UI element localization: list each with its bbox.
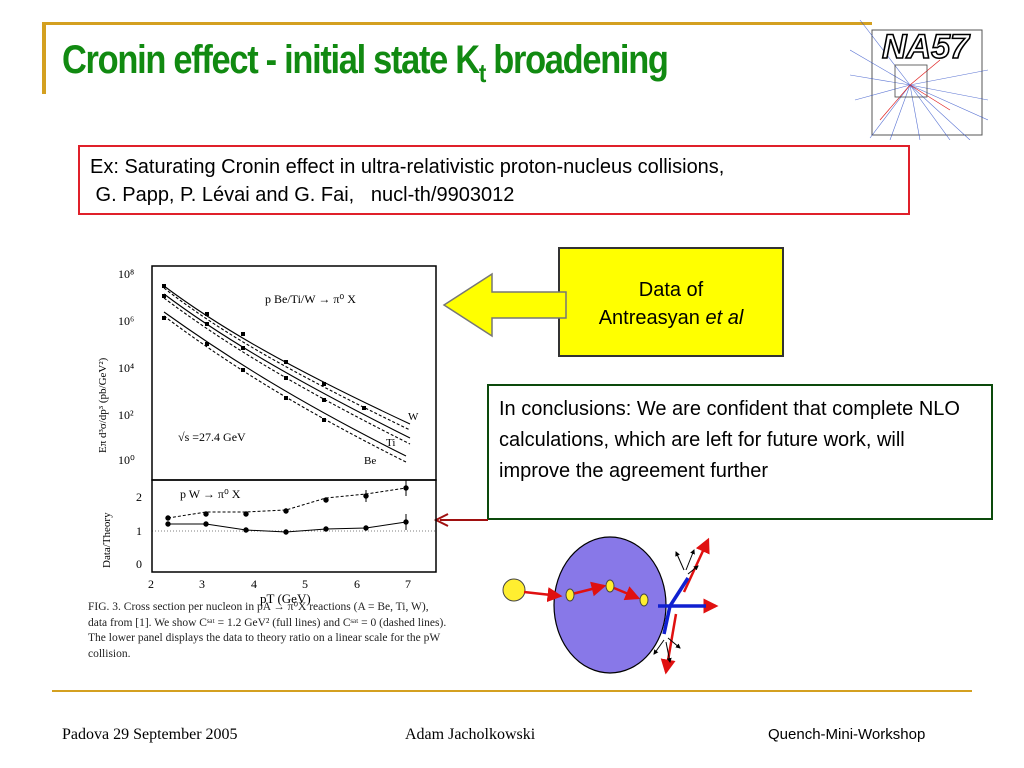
callout-line-2: Antreasyan et al (560, 304, 782, 332)
ratio-points (165, 480, 409, 535)
callout-line-1: Data of (638, 279, 704, 301)
x-tick: 6 (354, 577, 360, 591)
series-label-w: W (408, 411, 419, 423)
title-subscript: t (478, 58, 486, 88)
x-tick: 3 (199, 577, 205, 591)
nucleus (553, 536, 667, 674)
series-label-ti: Ti (386, 437, 395, 449)
x-ticks: 2 3 4 5 6 7 (148, 577, 411, 591)
bottom-y-label: Data/Theory (101, 512, 113, 568)
callout-italic: et al (705, 307, 744, 329)
reference-line-2: G. Papp, P. Lévai and G. Fai, nucl-th/99… (90, 184, 515, 206)
curve-w (163, 285, 411, 425)
top-y-tick: 10⁴ (118, 361, 134, 375)
curve-w-dashed (163, 287, 411, 431)
title-main: Cronin effect - initial state K (62, 38, 480, 82)
title-accent-bar (42, 22, 46, 94)
na57-logo: NA57 (850, 19, 988, 140)
figure-caption: FIG. 3. Cross section per nucleon in pA … (88, 601, 447, 660)
collision-sketch (502, 536, 719, 675)
x-tick: 2 (148, 577, 154, 591)
bottom-y-tick: 2 (136, 490, 142, 504)
top-y-tick: 10² (118, 408, 134, 422)
logo-text: NA57 (882, 28, 971, 66)
reference-box: Ex: Saturating Cronin effect in ultra-re… (78, 145, 910, 215)
footer-date: Padova 29 September 2005 (62, 726, 238, 743)
top-y-label: Eπ d³σ/dp³ (pb/GeV²) (97, 357, 109, 453)
projectile-steps (565, 579, 649, 607)
top-process-label: p Be/Ti/W → π⁰ X (265, 292, 356, 306)
x-label: pT (GeV) (260, 591, 311, 606)
figure-plot: 10⁸ 10⁶ 10⁴ 10² 10⁰ Eπ d³σ/dp³ (pb/GeV²)… (97, 265, 437, 606)
top-data-points (162, 284, 366, 422)
conclusion-text: In conclusions: We are confident that co… (499, 398, 960, 482)
footer-author: Adam Jacholkowski (405, 726, 536, 743)
bottom-process-label: p W → π⁰ X (180, 487, 241, 501)
series-label-be: Be (364, 455, 376, 467)
top-y-tick: 10⁶ (118, 314, 134, 328)
footer-rule (52, 690, 972, 692)
bottom-panel-frame (151, 479, 437, 573)
slide-title: Cronin effect - initial state Kt broaden… (62, 38, 669, 89)
footer-event: Quench-Mini-Workshop (768, 726, 926, 743)
conclusion-box: In conclusions: We are confident that co… (487, 384, 993, 520)
top-curves (163, 285, 411, 463)
bottom-y-ticks: 2 1 0 (136, 490, 142, 571)
reference-line-1: Ex: Saturating Cronin effect in ultra-re… (90, 156, 725, 178)
data-callout-box: Data of Antreasyan et al (558, 247, 784, 357)
x-tick: 5 (302, 577, 308, 591)
energy-label: √s =27.4 GeV (178, 430, 246, 444)
blue-jets (658, 577, 706, 635)
x-tick: 7 (405, 577, 411, 591)
yellow-arrow (442, 272, 567, 338)
top-y-tick: 10⁰ (118, 453, 135, 467)
top-y-tick: 10⁸ (118, 267, 134, 281)
bottom-y-tick: 1 (136, 524, 142, 538)
incoming-proton (502, 578, 526, 602)
curve-ti-dashed (163, 297, 411, 445)
callout-plain: Antreasyan (598, 307, 706, 329)
bottom-y-tick: 0 (136, 557, 142, 571)
title-end: broadening (484, 38, 669, 82)
fragments (653, 549, 699, 663)
curve-be-dashed (163, 315, 407, 463)
top-y-ticks: 10⁸ 10⁶ 10⁴ 10² 10⁰ (118, 267, 135, 467)
title-rule (42, 22, 872, 25)
curve-be (163, 311, 407, 457)
x-tick: 4 (251, 577, 257, 591)
curve-ti (163, 293, 411, 439)
